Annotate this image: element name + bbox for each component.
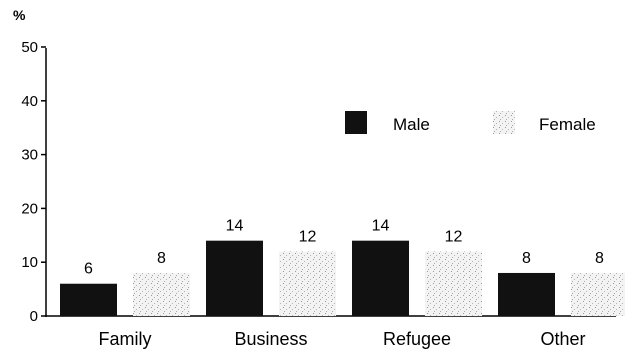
y-tick-label-0: 0 — [30, 308, 38, 325]
data-label-refugee-female: 12 — [445, 228, 463, 245]
data-labels-group: 6 8 14 12 14 12 8 8 — [84, 218, 604, 278]
bar-business-male — [206, 240, 263, 316]
y-tick-label-40: 40 — [21, 93, 38, 110]
bar-other-male — [498, 272, 555, 316]
y-tick-label-30: 30 — [21, 147, 38, 164]
bar-refugee-female — [425, 251, 482, 316]
y-tick-label-50: 50 — [21, 39, 38, 56]
y-tick-label-20: 20 — [21, 200, 38, 217]
bar-other-female — [571, 272, 625, 316]
data-label-other-male: 8 — [522, 250, 531, 267]
category-label-other: Other — [540, 329, 585, 349]
data-label-refugee-male: 14 — [372, 218, 390, 235]
bars-group — [60, 240, 625, 316]
data-label-business-female: 12 — [299, 228, 317, 245]
y-axis-unit-label: % — [13, 7, 26, 23]
category-label-family: Family — [99, 329, 152, 349]
legend: Male Female — [345, 111, 596, 134]
legend-swatch-female — [493, 111, 515, 134]
data-label-business-male: 14 — [226, 218, 244, 235]
data-label-family-female: 8 — [157, 250, 166, 267]
bar-refugee-male — [352, 240, 409, 316]
y-axis-ticks: 0 10 20 30 40 50 — [21, 39, 46, 325]
legend-swatch-male — [345, 111, 367, 134]
category-label-business: Business — [234, 329, 307, 349]
data-label-other-female: 8 — [595, 250, 604, 267]
legend-label-male: Male — [393, 115, 430, 134]
y-tick-label-10: 10 — [21, 254, 38, 271]
category-labels-group: Family Business Refugee Other — [99, 329, 586, 349]
data-label-family-male: 6 — [84, 261, 93, 278]
bar-family-male — [60, 283, 117, 316]
bar-business-female — [279, 251, 336, 316]
category-label-refugee: Refugee — [383, 329, 451, 349]
bar-family-female — [133, 272, 190, 316]
legend-label-female: Female — [539, 115, 596, 134]
